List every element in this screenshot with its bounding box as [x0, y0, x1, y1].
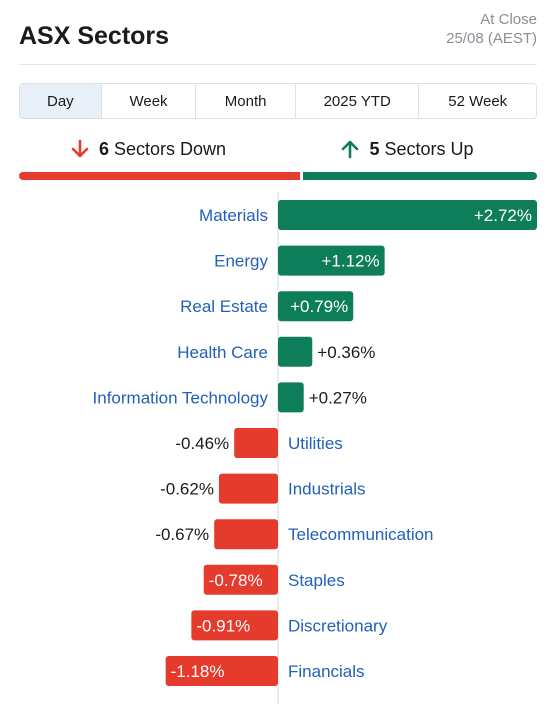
- value-label-financials: -1.18%: [171, 662, 225, 681]
- sector-link-information-technology[interactable]: Information Technology: [93, 388, 269, 407]
- sector-link-staples[interactable]: Staples: [288, 571, 345, 590]
- page-title: ASX Sectors: [19, 22, 170, 50]
- value-label-materials: +2.72%: [474, 206, 532, 225]
- sector-summary: 6 Sectors Down 5 Sectors Up: [19, 134, 537, 164]
- bar-telecommunication: [214, 519, 278, 550]
- arrow-up-icon: [341, 139, 359, 159]
- value-label-industrials: -0.62%: [160, 480, 214, 499]
- bar-energy: [278, 245, 385, 276]
- sector-link-materials[interactable]: Materials: [199, 206, 268, 225]
- sectors-down-summary: 6 Sectors Down: [19, 134, 278, 164]
- tab-week[interactable]: Week: [101, 84, 197, 118]
- sector-link-financials[interactable]: Financials: [288, 662, 365, 681]
- tab-ytd[interactable]: 2025 YTD: [295, 84, 420, 118]
- sector-link-industrials[interactable]: Industrials: [288, 480, 365, 499]
- value-label-health-care: +0.36%: [317, 343, 375, 362]
- bar-discretionary: [191, 610, 278, 641]
- bar-utilities: [234, 428, 278, 458]
- value-label-telecommunication: -0.67%: [155, 525, 209, 544]
- sector-link-discretionary[interactable]: Discretionary: [288, 616, 388, 635]
- bar-industrials: [218, 473, 278, 504]
- arrow-down-icon: [71, 139, 89, 159]
- sector-link-telecommunication[interactable]: Telecommunication: [288, 525, 434, 544]
- bar-materials: [278, 200, 537, 230]
- close-date: 25/08 (AEST): [446, 30, 537, 47]
- sectors-down-label: Sectors Down: [113, 138, 227, 159]
- value-label-information-technology: +0.27%: [309, 388, 367, 407]
- bar-financials: [165, 656, 278, 686]
- as-of-info: At Close 25/08 (AEST): [446, 10, 537, 48]
- bar-staples: [203, 564, 278, 595]
- breadth-bar: [19, 172, 537, 180]
- tab-day[interactable]: Day: [20, 84, 102, 118]
- bar-real-estate: [278, 291, 354, 322]
- sector-performance-chart: +2.72% Materials +1.12% Energy +0.79% Real Es…: [93, 192, 537, 704]
- sectors-up-count: 5: [369, 138, 380, 159]
- header: ASX Sectors At Close 25/08 (AEST): [19, 10, 537, 65]
- sectors-up-label: Sectors Up: [384, 138, 474, 159]
- tab-month[interactable]: Month: [196, 84, 296, 118]
- value-label-energy: +1.12%: [322, 252, 380, 271]
- sector-link-energy[interactable]: Energy: [214, 252, 268, 271]
- value-label-discretionary: -0.91%: [196, 616, 250, 635]
- period-tabs: Day Week Month 2025 YTD 52 Week: [19, 83, 537, 119]
- breadth-bar-down: [19, 172, 300, 180]
- tab-52-week[interactable]: 52 Week: [419, 84, 536, 118]
- sectors-up-summary: 5 Sectors Up: [278, 134, 537, 164]
- bar-information-technology: [278, 382, 304, 413]
- bar-health-care: [278, 336, 313, 367]
- sector-link-utilities[interactable]: Utilities: [288, 434, 343, 453]
- value-label-utilities: -0.46%: [175, 434, 229, 453]
- breadth-bar-up: [303, 172, 537, 180]
- sector-link-real-estate[interactable]: Real Estate: [180, 297, 268, 316]
- value-label-real-estate: +0.79%: [290, 297, 348, 316]
- sectors-down-count: 6: [98, 138, 109, 159]
- sector-link-health-care[interactable]: Health Care: [177, 343, 268, 362]
- value-label-staples: -0.78%: [209, 571, 263, 590]
- close-status: At Close: [480, 11, 537, 28]
